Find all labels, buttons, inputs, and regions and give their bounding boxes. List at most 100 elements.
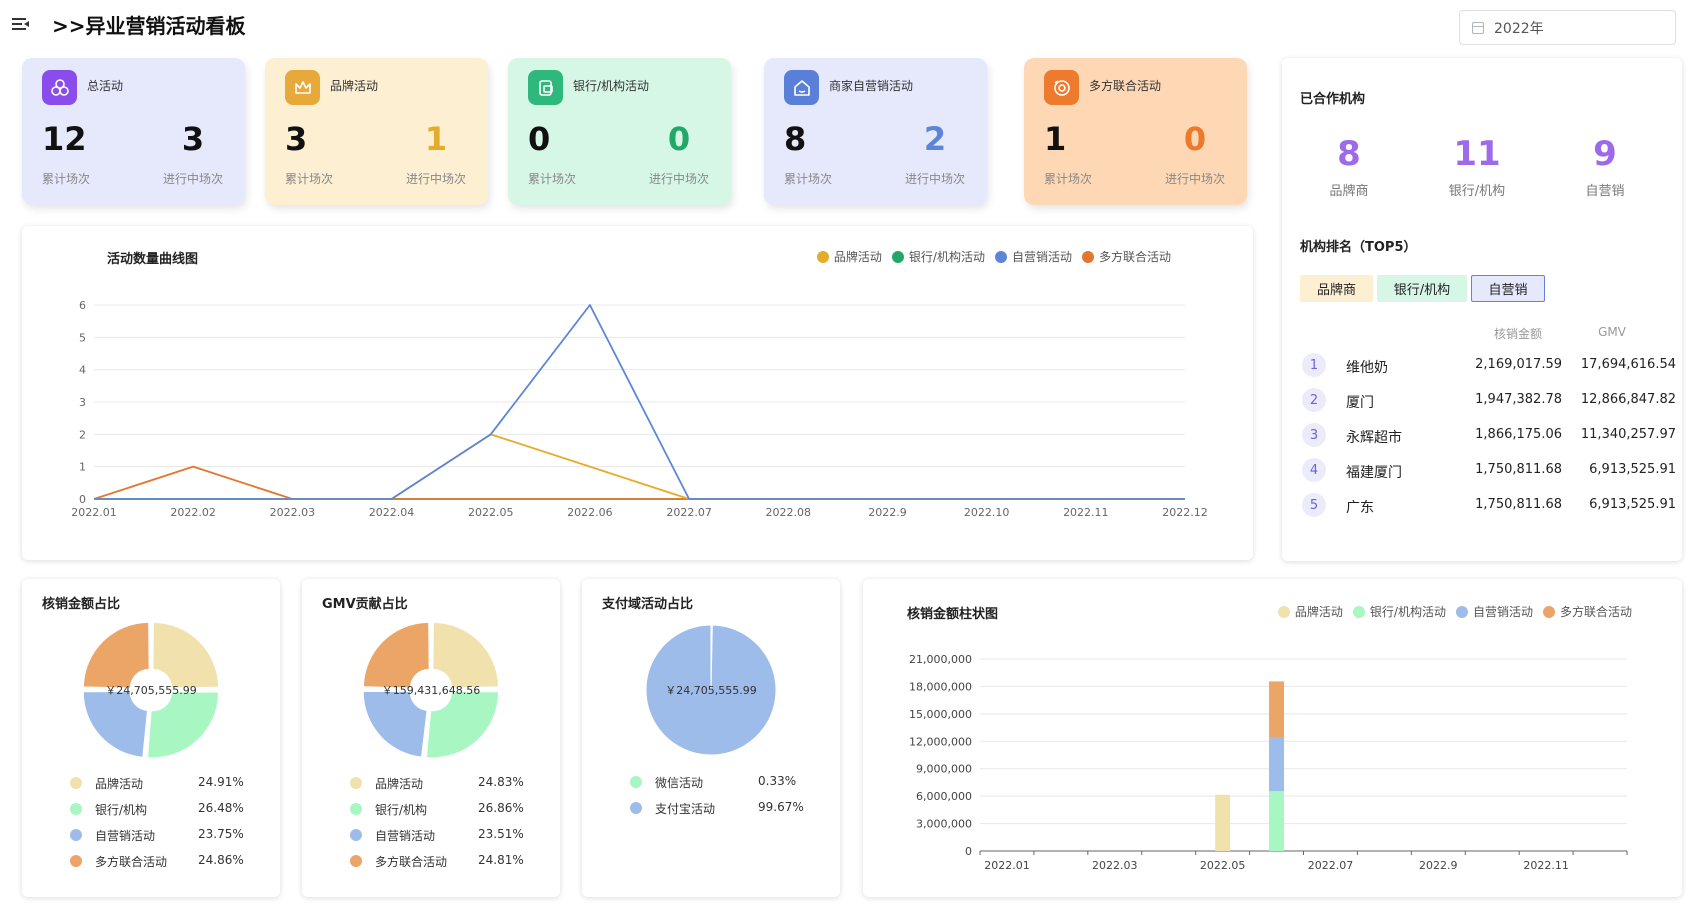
stat-total-label: 累计场次 <box>784 172 833 186</box>
legend-dot <box>70 829 82 841</box>
y-tick-label: 15,000,000 <box>909 708 972 721</box>
legend-item-self[interactable]: 自营销活动 <box>994 248 1072 265</box>
pie-slice[interactable] <box>83 692 147 757</box>
stat-card-brand[interactable]: 品牌活动 3 1 累计场次 进行中场次 <box>265 58 488 205</box>
legend-item-self[interactable]: 自营销活动 <box>1455 603 1533 620</box>
pie-slice[interactable] <box>645 624 777 756</box>
pie-legend-item[interactable]: 品牌活动 24.91% <box>70 773 270 793</box>
stat-card-name: 品牌活动 <box>330 79 379 93</box>
y-tick-label: 5 <box>79 331 86 344</box>
legend-percent: 99.67% <box>758 800 804 814</box>
crown-icon <box>285 70 320 105</box>
pie-slice[interactable] <box>83 622 149 688</box>
year-input[interactable] <box>1494 19 1654 36</box>
pie-slice[interactable] <box>363 691 427 757</box>
pie-slice[interactable] <box>363 622 429 688</box>
stat-card-total[interactable]: 总活动 12 3 累计场次 进行中场次 <box>22 58 245 205</box>
stat-card-name: 总活动 <box>87 79 124 93</box>
bar-segment[interactable] <box>1269 681 1285 738</box>
ranking-row[interactable]: 5 广东 1,750,811.68 6,913,525.91 <box>1302 493 1676 519</box>
tab-brand[interactable]: 品牌商 <box>1300 275 1373 302</box>
bar-segment[interactable] <box>1269 737 1285 792</box>
year-picker[interactable] <box>1459 10 1676 45</box>
stat-card-bank[interactable]: 银行/机构活动 0 0 累计场次 进行中场次 <box>508 58 731 205</box>
pie-legend-item[interactable]: 多方联合活动 24.86% <box>70 851 270 871</box>
rank-badge: 2 <box>1302 388 1326 412</box>
menu-fold-icon[interactable] <box>12 16 30 32</box>
partners-title: 已合作机构 <box>1300 92 1366 107</box>
partner-brand-label: 品牌商 <box>1329 184 1369 199</box>
ranking-row[interactable]: 4 福建厦门 1,750,811.68 6,913,525.91 <box>1302 458 1676 484</box>
tab-self-marketing[interactable]: 自营销 <box>1471 275 1545 302</box>
x-tick-label: 2022.07 <box>1308 859 1354 872</box>
handshake-icon <box>1044 70 1079 105</box>
y-tick-label: 12,000,000 <box>909 735 972 748</box>
stat-total-label: 累计场次 <box>42 172 91 186</box>
stat-card-self-marketing[interactable]: 商家自营销活动 8 2 累计场次 进行中场次 <box>764 58 987 205</box>
legend-item-joint[interactable]: 多方联合活动 <box>1542 603 1632 620</box>
legend-name: 自营销活动 <box>375 829 436 843</box>
x-tick-label: 2022.08 <box>766 506 812 519</box>
legend-percent: 23.75% <box>198 827 244 841</box>
legend-name: 多方联合活动 <box>375 855 448 869</box>
pie-legend-item[interactable]: 品牌活动 24.83% <box>350 773 550 793</box>
legend-name: 多方联合活动 <box>95 855 168 869</box>
legend-dot <box>70 855 82 867</box>
legend-dot <box>70 803 82 815</box>
ranking-row[interactable]: 2 厦门 1,947,382.78 12,866,847.82 <box>1302 388 1676 414</box>
legend-item-joint[interactable]: 多方联合活动 <box>1081 248 1171 265</box>
pie-legend-item[interactable]: 支付宝活动 99.67% <box>630 798 830 818</box>
legend-item-bank[interactable]: 银行/机构活动 <box>891 248 985 265</box>
pie-legend-item[interactable]: 银行/机构 26.48% <box>70 799 270 819</box>
y-tick-label: 2 <box>79 428 86 441</box>
stat-total-count: 8 <box>784 120 807 158</box>
legend-name: 品牌活动 <box>375 777 424 791</box>
legend-percent: 0.33% <box>758 774 797 788</box>
legend-item-brand[interactable]: 品牌活动 <box>816 248 882 265</box>
bar-chart-panel: 核销金额柱状图 品牌活动 银行/机构活动 自营销活动 多方联合活动 0 3,000… <box>863 579 1682 897</box>
pie-legend-item[interactable]: 自营销活动 23.51% <box>350 825 550 845</box>
y-tick-label: 4 <box>79 364 86 377</box>
legend-item-bank[interactable]: 银行/机构活动 <box>1352 603 1446 620</box>
y-tick-label: 1 <box>79 461 86 474</box>
partner-self-label: 自营销 <box>1585 184 1625 199</box>
stat-total-count: 12 <box>42 120 87 158</box>
partner-brand-count: 8 <box>1337 134 1361 174</box>
stat-ongoing-count: 0 <box>667 120 691 158</box>
y-tick-label: 3,000,000 <box>916 818 972 831</box>
legend-name: 银行/机构 <box>95 803 148 817</box>
legend-dot <box>350 803 362 815</box>
series-line[interactable] <box>94 304 1185 500</box>
pie-writeoff-chart: ￥24,705,555.99 <box>83 622 219 758</box>
stat-total-label: 累计场次 <box>285 172 334 186</box>
legend-dot <box>350 777 362 789</box>
store-icon <box>784 70 819 105</box>
pie-legend-item[interactable]: 自营销活动 23.75% <box>70 825 270 845</box>
pie-legend-item[interactable]: 银行/机构 26.86% <box>350 799 550 819</box>
pie-legend-item[interactable]: 微信活动 0.33% <box>630 772 830 792</box>
ranking-row[interactable]: 1 维他奶 2,169,017.59 17,694,616.54 <box>1302 353 1676 379</box>
ranking-row[interactable]: 3 永辉超市 1,866,175.06 11,340,257.97 <box>1302 423 1676 449</box>
pie-slice[interactable] <box>426 692 499 758</box>
line-chart-legend: 品牌活动 银行/机构活动 自营销活动 多方联合活动 <box>807 248 1171 265</box>
bar-segment[interactable] <box>1269 791 1285 851</box>
x-tick-label: 2022.03 <box>270 506 316 519</box>
bank-card-icon <box>528 70 563 105</box>
pie-legend-item[interactable]: 多方联合活动 24.81% <box>350 851 550 871</box>
stat-card-name: 商家自营销活动 <box>829 79 914 93</box>
tab-bank[interactable]: 银行/机构 <box>1377 275 1467 302</box>
stat-ongoing-count: 0 <box>1183 120 1207 158</box>
stat-card-joint[interactable]: 多方联合活动 1 0 累计场次 进行中场次 <box>1024 58 1247 205</box>
legend-item-brand[interactable]: 品牌活动 <box>1277 603 1343 620</box>
bar-segment[interactable] <box>1215 794 1231 851</box>
rank-amount: 2,169,017.59 <box>1475 357 1562 372</box>
pie-panel-payment: 支付域活动占比 ￥24,705,555.99 微信活动 0.33% 支付宝活动 99.… <box>582 579 840 897</box>
rank-name: 维他奶 <box>1346 360 1388 376</box>
pie-gmv-chart: ￥159,431,648.56 <box>363 622 499 758</box>
x-tick-label: 2022.03 <box>1092 859 1138 872</box>
pie-slice[interactable] <box>153 622 219 688</box>
rank-badge: 5 <box>1302 493 1326 517</box>
pie-slice[interactable] <box>433 622 499 688</box>
legend-dot <box>350 829 362 841</box>
pie-slice[interactable] <box>148 692 219 758</box>
